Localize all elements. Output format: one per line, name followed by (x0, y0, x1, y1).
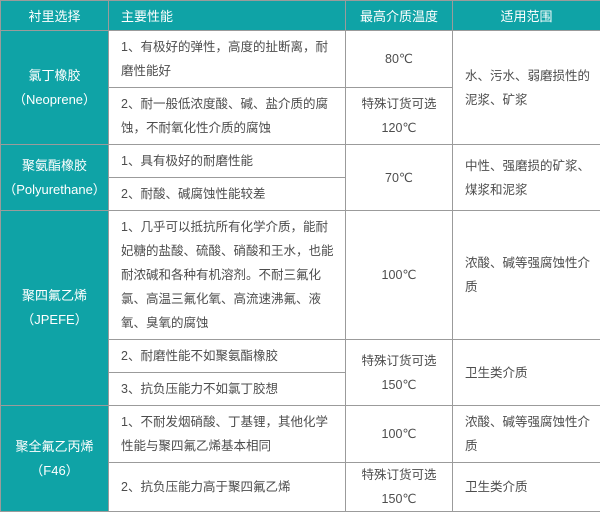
table-row: 氯丁橡胶 （Neoprene） 1、有极好的弹性，高度的扯断离，耐磨性能好 80… (1, 31, 600, 88)
table-row: 聚四氟乙烯 （JPEFE） 1、几乎可以抵抗所有化学介质，能耐妃糖的盐酸、硫酸、… (1, 211, 600, 340)
temperature-value: 150℃ (346, 487, 452, 511)
material-code: （Neoprene） (1, 88, 108, 112)
col-header-applicable-range: 适用范围 (453, 1, 600, 31)
temperature-note: 特殊订货可选 (346, 349, 452, 373)
temperature-value: 70℃ (346, 166, 452, 190)
performance-cell: 2、耐酸、碱腐蚀性能较差 (109, 178, 346, 211)
material-cell-neoprene: 氯丁橡胶 （Neoprene） (1, 31, 109, 145)
col-header-max-temp: 最高介质温度 (346, 1, 453, 31)
temperature-cell: 80℃ (346, 31, 453, 88)
performance-cell: 1、有极好的弹性，高度的扯断离，耐磨性能好 (109, 31, 346, 88)
col-header-performance: 主要性能 (109, 1, 346, 31)
range-cell: 中性、强磨损的矿浆、煤浆和泥浆 (453, 145, 600, 211)
temperature-cell: 100℃ (346, 406, 453, 463)
temperature-value: 120℃ (346, 116, 452, 140)
temperature-value: 100℃ (346, 422, 452, 446)
range-cell: 浓酸、碱等强腐蚀性介质 (453, 406, 600, 463)
performance-cell: 1、几乎可以抵抗所有化学介质，能耐妃糖的盐酸、硫酸、硝酸和王水，也能耐浓碱和各种… (109, 211, 346, 340)
material-name: 聚氨酯橡胶 (1, 154, 108, 178)
performance-cell: 1、不耐发烟硝酸、丁基锂，其他化学性能与聚四氟乙烯基本相同 (109, 406, 346, 463)
performance-cell: 2、耐磨性能不如聚氨酯橡胶 (109, 340, 346, 373)
material-code: （JPEFE） (1, 308, 108, 332)
temperature-note: 特殊订货可选 (346, 92, 452, 116)
material-name: 聚四氟乙烯 (1, 284, 108, 308)
performance-cell: 1、具有极好的耐磨性能 (109, 145, 346, 178)
temperature-value: 150℃ (346, 373, 452, 397)
temperature-cell: 100℃ (346, 211, 453, 340)
material-code: （F46） (1, 459, 108, 483)
material-cell-polyurethane: 聚氨酯橡胶 （Polyurethane） (1, 145, 109, 211)
temperature-value: 100℃ (346, 263, 452, 287)
temperature-cell: 特殊订货可选 150℃ (346, 463, 453, 512)
temperature-value: 80℃ (346, 47, 452, 71)
table-row: 聚全氟乙丙烯 （F46） 1、不耐发烟硝酸、丁基锂，其他化学性能与聚四氟乙烯基本… (1, 406, 600, 463)
range-cell: 卫生类介质 (453, 340, 600, 406)
temperature-cell: 70℃ (346, 145, 453, 211)
material-name: 聚全氟乙丙烯 (1, 435, 108, 459)
performance-cell: 2、抗负压能力高于聚四氟乙烯 (109, 463, 346, 512)
performance-cell: 2、耐一般低浓度酸、碱、盐介质的腐蚀，不耐氧化性介质的腐蚀 (109, 88, 346, 145)
range-cell: 浓酸、碱等强腐蚀性介质 (453, 211, 600, 340)
performance-cell: 3、抗负压能力不如氯丁胶想 (109, 373, 346, 406)
material-name: 氯丁橡胶 (1, 64, 108, 88)
material-code: （Polyurethane） (1, 178, 108, 202)
temperature-cell: 特殊订货可选 120℃ (346, 88, 453, 145)
range-cell: 水、污水、弱磨损性的泥浆、矿浆 (453, 31, 600, 145)
col-header-lining: 衬里选择 (1, 1, 109, 31)
material-cell-f46: 聚全氟乙丙烯 （F46） (1, 406, 109, 512)
temperature-note: 特殊订货可选 (346, 463, 452, 487)
table-row: 聚氨酯橡胶 （Polyurethane） 1、具有极好的耐磨性能 70℃ 中性、… (1, 145, 600, 178)
header-row: 衬里选择 主要性能 最高介质温度 适用范围 (1, 1, 600, 31)
range-cell: 卫生类介质 (453, 463, 600, 512)
temperature-cell: 特殊订货可选 150℃ (346, 340, 453, 406)
material-cell-ptfe: 聚四氟乙烯 （JPEFE） (1, 211, 109, 406)
